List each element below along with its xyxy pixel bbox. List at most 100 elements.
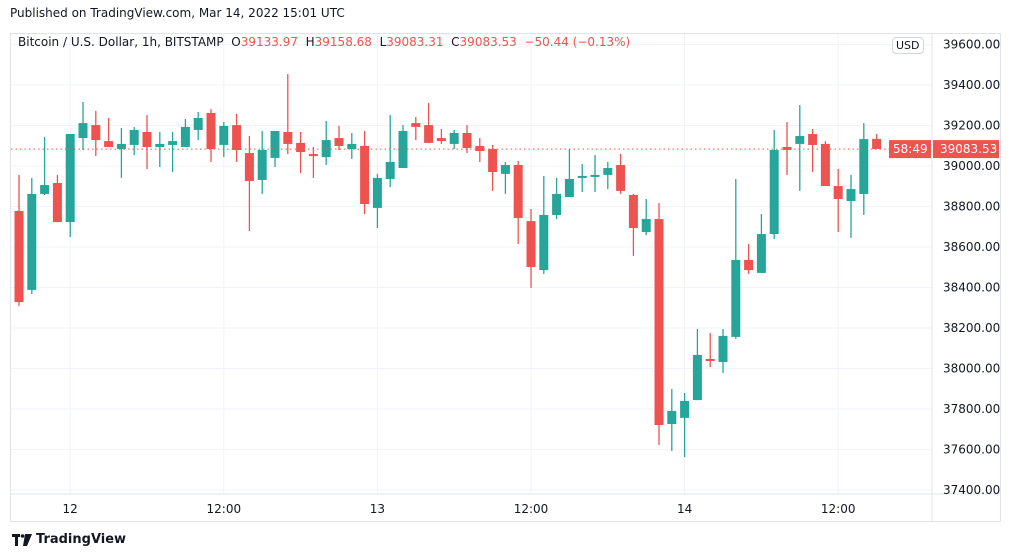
- candle-body: [513, 164, 523, 219]
- symbol-legend: Bitcoin / U.S. Dollar, 1h, BITSTAMP O391…: [18, 35, 630, 49]
- candle-body: [667, 411, 677, 424]
- candle-15: [193, 111, 203, 141]
- candle-body: [385, 161, 395, 179]
- price-tick-label: 39600.00: [943, 38, 1000, 52]
- candle-body: [424, 125, 434, 143]
- candle-body: [705, 358, 715, 362]
- low-label: L: [379, 35, 387, 49]
- candle-42: [539, 175, 549, 274]
- candle-body: [795, 136, 805, 144]
- price-tick-label: 38200.00: [943, 321, 1000, 335]
- candle-68: [872, 133, 882, 150]
- candle-body: [590, 174, 600, 177]
- price-tick-label: 37600.00: [943, 443, 1000, 457]
- price-tick-label: 39400.00: [943, 78, 1000, 92]
- candle-body: [40, 185, 50, 194]
- candle-47: [603, 161, 613, 190]
- grid: [11, 34, 932, 494]
- candle-body: [539, 215, 549, 271]
- candle-body: [577, 175, 587, 178]
- candle-body: [27, 193, 37, 290]
- candle-body: [680, 400, 690, 418]
- candle-body: [756, 234, 766, 273]
- candle-body: [526, 221, 536, 268]
- candle-21: [270, 130, 280, 168]
- candle-3: [40, 137, 50, 195]
- candle-body: [603, 168, 613, 175]
- candle-17: [219, 122, 229, 158]
- currency-badge[interactable]: USD: [892, 37, 924, 54]
- close-label: C: [451, 35, 460, 49]
- last-price-value: 39083.53: [940, 142, 997, 156]
- candle-33: [424, 103, 434, 143]
- price-tick-label: 39000.00: [943, 159, 1000, 173]
- candle-body: [308, 154, 318, 157]
- footer-brand-text: TradingView: [36, 532, 127, 547]
- candle-25: [321, 121, 331, 165]
- candle-body: [52, 183, 62, 223]
- candle-body: [411, 123, 421, 127]
- candle-2: [27, 177, 37, 294]
- candle-body: [846, 189, 856, 202]
- candle-37: [475, 138, 485, 162]
- price-tick-label: 39200.00: [943, 119, 1000, 133]
- candle-body: [244, 153, 254, 181]
- candle-61: [782, 122, 792, 175]
- candle-14: [180, 119, 190, 147]
- candle-body: [462, 132, 472, 148]
- candle-36: [462, 125, 472, 154]
- candle-29: [372, 173, 382, 228]
- candle-41: [526, 208, 536, 288]
- candle-body: [78, 123, 88, 139]
- change-value: −50.44 (−0.13%): [524, 35, 631, 49]
- high-value: 39158.68: [314, 35, 372, 49]
- candle-43: [552, 177, 562, 220]
- candle-51: [654, 203, 664, 446]
- time-tick-label: 14: [677, 502, 692, 516]
- chart-frame: [10, 33, 1001, 522]
- open-value: 39133.97: [240, 35, 298, 49]
- candle-59: [756, 213, 766, 273]
- candle-body: [372, 177, 382, 208]
- candle-body: [782, 146, 792, 151]
- candle-53: [680, 393, 690, 457]
- candle-body: [283, 131, 293, 144]
- candle-18: [232, 113, 242, 162]
- candle-body: [91, 125, 101, 141]
- candle-62: [795, 105, 805, 191]
- candle-9: [116, 127, 126, 178]
- footer-brand[interactable]: TradingView: [12, 532, 126, 547]
- price-axis: 39600.00 39400.00 39200.00 39000.00 38800.00…: [943, 38, 1000, 498]
- candle-body: [744, 259, 754, 271]
- candle-32: [411, 116, 421, 141]
- candle-body: [475, 145, 485, 152]
- candle-58: [744, 243, 754, 274]
- candle-body: [232, 125, 242, 151]
- candle-44: [564, 148, 574, 197]
- candle-body: [692, 354, 702, 401]
- candle-27: [347, 132, 357, 159]
- price-tick-label: 38400.00: [943, 281, 1000, 295]
- candle-52: [667, 388, 677, 451]
- candle-24: [308, 146, 318, 178]
- candle-60: [769, 129, 779, 239]
- candle-body: [654, 219, 664, 425]
- candle-67: [859, 123, 869, 216]
- time-tick-label: 12:00: [207, 502, 242, 516]
- tradingview-logo-icon: [12, 533, 32, 546]
- candle-4: [52, 174, 62, 223]
- candle-body: [142, 131, 152, 147]
- low-value: 39083.31: [386, 35, 444, 49]
- candle-body: [641, 219, 651, 233]
- candle-22: [283, 74, 293, 155]
- candle-50: [641, 199, 651, 236]
- price-tick-label: 38800.00: [943, 200, 1000, 214]
- candle-57: [731, 178, 741, 339]
- candle-49: [628, 193, 638, 256]
- price-tick-label: 37800.00: [943, 402, 1000, 416]
- candle-body: [168, 141, 178, 145]
- candle-26: [334, 125, 344, 151]
- candle-46: [590, 155, 600, 192]
- candle-body: [820, 143, 830, 187]
